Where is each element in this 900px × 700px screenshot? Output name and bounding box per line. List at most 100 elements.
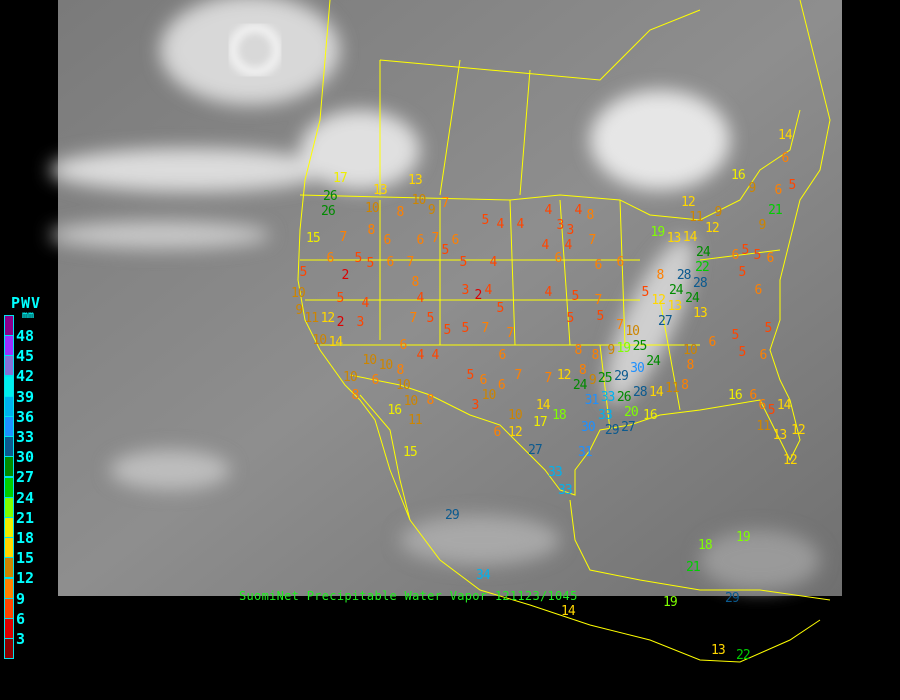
station-pwv-value: 6 (708, 334, 717, 350)
station-pwv-value: 28 (693, 275, 708, 291)
station-pwv-value: 10 (411, 192, 427, 208)
station-pwv-value: 7 (616, 317, 624, 333)
station-pwv-value: 7 (339, 229, 348, 245)
station-pwv-value: 5 (336, 290, 345, 306)
station-pwv-value: 3 (566, 222, 575, 238)
station-pwv-value: 4 (496, 216, 505, 232)
station-pwv-value: 5 (641, 284, 650, 300)
legend-swatch (4, 557, 14, 579)
station-pwv-value: 16 (731, 167, 746, 183)
station-pwv-value: 6 (758, 397, 767, 413)
legend-tick-label: 12 (16, 569, 35, 588)
station-pwv-value: 6 (399, 337, 408, 353)
legend-swatch (4, 436, 14, 458)
station-pwv-value: 9 (295, 302, 303, 318)
station-pwv-value: 24 (685, 290, 700, 306)
station-pwv-value: 11 (756, 418, 771, 434)
legend-swatch (4, 597, 14, 619)
station-pwv-value: 14 (328, 334, 344, 350)
station-pwv-value: 31 (584, 392, 600, 408)
station-pwv-value: 9 (588, 372, 597, 388)
station-pwv-value: 11 (665, 380, 680, 396)
station-pwv-value: 6 (759, 347, 768, 363)
station-pwv-value: 30 (630, 360, 645, 376)
station-pwv-value: 7 (588, 232, 597, 248)
legend-tick-label: 39 (16, 387, 35, 406)
station-pwv-value: 14 (649, 384, 664, 400)
station-pwv-value: 13 (711, 642, 726, 658)
station-pwv-value: 6 (386, 254, 395, 270)
station-pwv-value: 21 (768, 202, 783, 218)
station-pwv-value: 18 (698, 537, 713, 553)
station-pwv-value: 3 (556, 217, 565, 233)
station-pwv-value: 8 (574, 342, 583, 358)
station-pwv-value: 10 (508, 407, 523, 423)
station-pwv-value: 11 (304, 310, 319, 326)
station-pwv-value: 5 (788, 177, 797, 193)
station-pwv-value: 5 (441, 242, 450, 258)
station-pwv-value: 19 (650, 224, 666, 240)
station-pwv-value: 24 (646, 353, 661, 369)
station-pwv-value: 14 (535, 397, 551, 413)
cloud-cover (50, 0, 820, 590)
station-pwv-value: 14 (561, 604, 576, 620)
station-pwv-value: 4 (431, 347, 440, 363)
station-pwv-value: 5 (481, 212, 490, 228)
legend-tick-label: 48 (16, 327, 35, 345)
station-pwv-value: 5 (461, 320, 470, 336)
station-pwv-value: 6 (416, 232, 425, 248)
station-pwv-value: 5 (571, 288, 580, 304)
station-pwv-value: 13 (772, 427, 788, 443)
station-pwv-value: 2 (474, 287, 483, 303)
station-pwv-value: 12 (783, 452, 798, 468)
station-pwv-value: 4 (416, 290, 425, 306)
station-pwv-value: 22 (736, 647, 751, 663)
station-pwv-value: 10 (625, 323, 640, 339)
station-pwv-value: 12 (791, 422, 806, 438)
station-pwv-value: 6 (451, 232, 460, 248)
station-pwv-value: 4 (489, 254, 498, 270)
station-pwv-value: 12 (705, 220, 720, 236)
station-pwv-value: 5 (731, 327, 740, 343)
station-pwv-value: 13 (408, 172, 423, 188)
map-caption: SuomiNet Precipitable Water Vapor 121123… (239, 589, 578, 603)
station-pwv-value: 18 (552, 407, 567, 423)
station-pwv-value: 26 (616, 389, 632, 405)
station-pwv-value: 4 (574, 202, 583, 218)
legend-swatch (4, 577, 14, 599)
station-pwv-value: 25 (597, 370, 613, 386)
station-pwv-value: 29 (445, 507, 460, 523)
station-pwv-value: 9 (427, 202, 436, 218)
station-pwv-value: 7 (506, 325, 515, 341)
station-pwv-value: 13 (693, 305, 708, 321)
legend-unit: mm (22, 310, 35, 321)
legend-swatch (4, 618, 14, 639)
station-pwv-value: 9 (748, 180, 757, 196)
station-pwv-value: 19 (736, 529, 751, 545)
station-pwv-value: 33 (598, 408, 613, 424)
station-pwv-value: 16 (387, 402, 402, 418)
station-pwv-value: 5 (764, 320, 773, 336)
legend-tick-label: 36 (16, 407, 35, 426)
station-pwv-value: 5 (459, 254, 468, 270)
legend-swatch (4, 335, 14, 357)
station-pwv-value: 7 (441, 195, 450, 211)
station-pwv-value: 10 (481, 387, 497, 403)
station-pwv-value: 9 (607, 342, 615, 358)
station-pwv-value: 11 (408, 412, 423, 428)
station-pwv-value: 5 (596, 308, 605, 324)
station-pwv-value: 5 (738, 264, 747, 280)
station-pwv-value: 4 (516, 216, 525, 232)
legend-swatch (4, 537, 14, 559)
legend-tick-label: 33 (16, 428, 35, 446)
station-pwv-value: 33 (558, 482, 573, 498)
station-pwv-value: 7 (594, 293, 603, 309)
legend-swatch (4, 638, 14, 660)
station-pwv-value: 6 (731, 247, 740, 263)
station-pwv-value: 8 (681, 377, 689, 393)
station-pwv-value: 6 (326, 250, 335, 266)
legend-tick-label: 24 (16, 488, 35, 507)
station-pwv-value: 6 (781, 150, 790, 166)
station-pwv-value: 20 (624, 404, 639, 420)
station-pwv-value: 5 (426, 310, 435, 326)
